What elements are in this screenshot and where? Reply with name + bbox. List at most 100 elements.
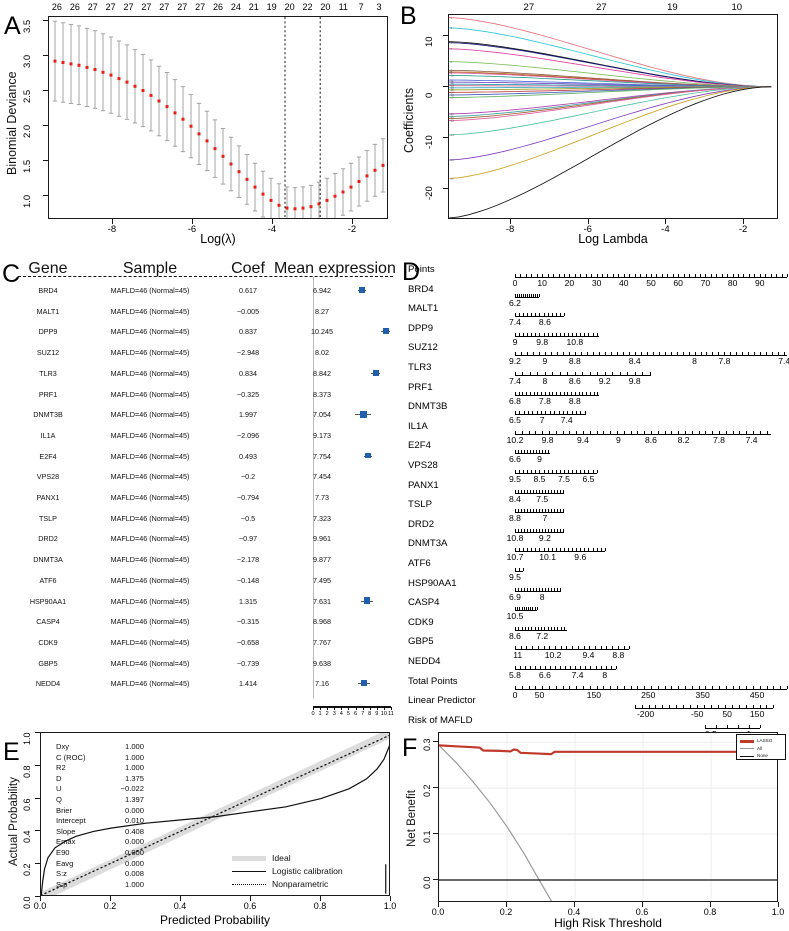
panel-d-tick — [690, 705, 692, 709]
panel-d-axis-line — [515, 296, 540, 298]
panel-d-tick — [547, 528, 549, 532]
panel-d-tick — [584, 332, 586, 336]
panel-e-stat-value: 0.000 — [124, 848, 144, 857]
panel-d-tick — [584, 548, 586, 552]
panel-d-tick — [671, 685, 673, 689]
panel-d-value: 9.6 — [574, 552, 587, 563]
panel-d-tick — [519, 313, 521, 317]
panel-c-coef: −0.5 — [240, 513, 256, 523]
panel-c-tickmark — [327, 707, 329, 710]
panel-d-axis-line — [515, 688, 787, 690]
panel-d-tick — [671, 430, 673, 434]
panel-d-tick — [544, 587, 546, 591]
panel-d-tick — [732, 685, 734, 689]
panel-d-tick — [567, 372, 569, 375]
panel-f-legend-label: None — [757, 753, 768, 759]
panel-d-tick — [604, 372, 606, 375]
panel-d-tick — [748, 724, 750, 728]
panel-c-coef: −0.148 — [236, 575, 260, 585]
panel-d-tick — [523, 313, 525, 317]
panel-d-tick — [554, 646, 556, 650]
panel-d-tick — [555, 332, 557, 336]
panel-c-ticklabel: 2 — [325, 711, 329, 717]
panel-d-tick — [610, 685, 612, 689]
panel-d-tick — [550, 528, 552, 532]
panel-d-value: 6.6 — [538, 670, 551, 680]
panel-d-tick — [567, 411, 569, 415]
panel-b-count-1: 27 — [596, 2, 607, 13]
panel-d-tick — [529, 587, 531, 591]
panel-d-label-suz12: SUZ12 — [408, 342, 438, 354]
panel-d-tick — [545, 666, 547, 669]
panel-d-tick — [523, 607, 525, 611]
svg-text:5: 5 — [451, 47, 453, 51]
panel-d-value: 9 — [537, 454, 542, 465]
panel-d-tick — [738, 274, 740, 277]
panel-d-tick — [575, 666, 577, 669]
panel-a-xtick: -6 — [187, 224, 197, 235]
panel-a-ytick-mark — [43, 159, 48, 161]
panel-d-axis-line — [515, 610, 537, 612]
panel-d-tick — [523, 528, 525, 532]
panel-d-tick — [521, 626, 523, 630]
panel-d-letter: D — [402, 258, 421, 286]
panel-c-gene: HSP90AA1 — [29, 596, 67, 606]
panel-d-tick — [574, 391, 576, 395]
panel-d-tick — [519, 293, 521, 297]
panel-d-value: 450 — [749, 689, 765, 700]
panel-b-count-0: 27 — [523, 2, 535, 13]
panel-d-tick — [562, 489, 564, 493]
panel-d-tick — [753, 430, 754, 434]
panel-d-tick — [705, 685, 707, 689]
panel-d-tick — [556, 528, 558, 532]
panel-c-coef: 1.315 — [239, 596, 257, 606]
panel-c-mean: 8.842 — [313, 368, 331, 378]
panel-d-tick — [532, 528, 534, 532]
panel-c-marker — [365, 452, 371, 459]
panel-d-tick — [580, 666, 582, 669]
panel-d-tick — [524, 626, 526, 630]
panel-d-value: 10.7 — [506, 552, 524, 563]
panel-d-tick — [688, 352, 690, 356]
panel-e-stat-value: −0.022 — [120, 784, 144, 794]
panel-f-ytick-mark — [433, 879, 438, 881]
svg-text:10: 10 — [451, 74, 455, 78]
panel-d-tick — [563, 391, 565, 395]
panel-f-xtick-mark — [778, 902, 779, 907]
panel-f-xtick: 0.6 — [635, 907, 649, 917]
panel-d-tick — [535, 470, 537, 473]
panel-d-tick — [550, 352, 552, 356]
panel-d-tick — [541, 489, 543, 493]
panel-d-tick — [547, 626, 549, 630]
panel-c-mean: 7.73 — [315, 493, 329, 502]
panel-d-tick — [515, 548, 516, 552]
panel-a-count-12: 19 — [266, 2, 277, 12]
panel-e-stat-name: E90 — [56, 848, 70, 857]
panel-d-value: 150 — [586, 689, 602, 700]
panel-d-tick — [604, 352, 606, 356]
panel-d-tick — [527, 313, 529, 317]
panel-d-value: 8 — [539, 591, 545, 602]
panel-d-tick — [572, 548, 574, 552]
panel-f-xtick: 1.0 — [771, 907, 785, 917]
panel-d-tick — [572, 646, 574, 650]
panel-d-tick — [525, 666, 527, 669]
panel-d-value: 6.6 — [509, 454, 521, 465]
panel-d-tick — [705, 274, 707, 277]
panel-d-tick — [559, 332, 561, 336]
panel-c-sample: MAFLD=46 (Normal=45) — [110, 451, 190, 461]
panel-a-ytick: 1.5 — [22, 159, 33, 173]
panel-a-count-18: 3 — [376, 2, 382, 12]
panel-d-tick — [535, 666, 537, 669]
panel-a-count-15: 20 — [320, 2, 331, 12]
panel-c-sample: MAFLD=46 (Normal=45) — [110, 410, 190, 420]
panel-d-tick — [534, 626, 536, 630]
panel-d-tick — [705, 430, 707, 434]
panel-d-value: 90 — [755, 278, 765, 288]
panel-d-tick — [570, 666, 572, 669]
panel-d-label-vps28: VPS28 — [408, 460, 438, 471]
panel-e-stat-name: Q — [56, 795, 62, 804]
panel-c-axis-line — [313, 706, 391, 708]
panel-d-tick — [555, 685, 557, 689]
panel-d-tick — [593, 391, 595, 395]
